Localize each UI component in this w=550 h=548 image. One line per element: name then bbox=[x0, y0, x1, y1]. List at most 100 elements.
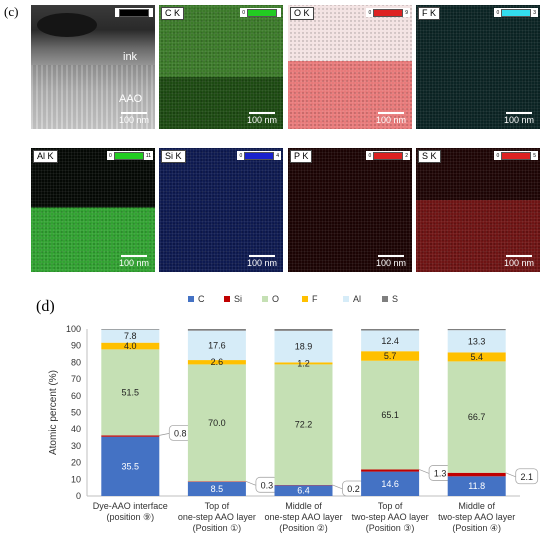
x-category-label: one-step AAO layer bbox=[264, 512, 342, 522]
callout-leader bbox=[332, 484, 343, 490]
scale-bar-text: 100 nm bbox=[375, 115, 406, 125]
scale-bar-text: 100 nm bbox=[118, 115, 149, 125]
bar-segment-al bbox=[101, 329, 160, 343]
element-label: S K bbox=[418, 150, 441, 163]
atomic-percent-chart: C Si O F Al S 0 10 20 30 40 50 60 70 80 90 100 Atomic per… bbox=[48, 294, 539, 533]
scale-max: 3 bbox=[533, 9, 536, 16]
color-scale bbox=[115, 8, 153, 17]
data-label-al: 7.8 bbox=[124, 331, 137, 341]
data-label-c: 8.5 bbox=[211, 484, 224, 494]
bar-segment-c bbox=[274, 485, 333, 496]
data-label-si: 0.2 bbox=[347, 484, 360, 494]
bar-segment-si bbox=[361, 469, 420, 472]
stem-ink-region bbox=[37, 13, 97, 37]
x-category-label: two-step AAO layer bbox=[438, 512, 515, 522]
scale-bar-text: 100 nm bbox=[246, 258, 277, 268]
element-label: F K bbox=[418, 7, 441, 20]
x-category-label: Top of bbox=[205, 501, 230, 511]
bar-segment-s bbox=[101, 329, 160, 330]
map-speckle bbox=[159, 5, 283, 129]
ink-label: ink bbox=[123, 51, 138, 63]
scale-min: 0 bbox=[109, 152, 112, 159]
color-scale: 0 11 bbox=[107, 151, 153, 160]
eds-tile: P K 0 2 100 nm bbox=[288, 148, 412, 272]
x-category-label: Top of bbox=[378, 501, 403, 511]
y-tick-label: 20 bbox=[71, 458, 81, 468]
eds-tile: C K 0 100 nm bbox=[159, 5, 283, 129]
element-label: P K bbox=[290, 150, 313, 163]
element-label: C K bbox=[161, 7, 185, 20]
x-category-label: one-step AAO layer bbox=[178, 512, 256, 522]
y-tick-label: 90 bbox=[71, 341, 81, 351]
y-tick-label: 50 bbox=[71, 408, 81, 418]
bar-segment-o bbox=[447, 361, 506, 473]
aao-label: AAO bbox=[119, 93, 143, 105]
eds-tile: Al K 0 11 100 nm bbox=[31, 148, 155, 272]
data-label-si: 0.8 bbox=[174, 428, 187, 438]
eds-tile: ink AAO 100 nm bbox=[31, 5, 155, 129]
data-label-o: 72.2 bbox=[295, 420, 313, 430]
bar-segment-si bbox=[447, 472, 506, 477]
x-category-label: (position ⑨) bbox=[107, 512, 155, 522]
map-speckle bbox=[416, 148, 540, 272]
data-label-o: 51.5 bbox=[122, 387, 140, 397]
data-label-f: 4.0 bbox=[124, 341, 137, 351]
y-tick-label: 30 bbox=[71, 441, 81, 451]
callout-leader bbox=[245, 480, 257, 486]
scale-bar: 100 nm bbox=[376, 112, 406, 125]
x-category-label: (Position ④) bbox=[452, 523, 501, 533]
legend-label: Si bbox=[234, 294, 242, 304]
legend-swatch bbox=[343, 296, 349, 302]
bar-segment-al bbox=[447, 330, 506, 353]
map-speckle bbox=[159, 148, 283, 272]
y-tick-label: 60 bbox=[71, 391, 81, 401]
color-scale: 0 bbox=[240, 8, 281, 17]
eds-tile: S K 0 5 100 nm bbox=[416, 148, 540, 272]
bar-segment-al bbox=[187, 330, 246, 361]
element-label: O K bbox=[290, 7, 314, 20]
data-label-c: 35.5 bbox=[122, 461, 140, 471]
data-label-si: 1.3 bbox=[434, 468, 447, 478]
data-label-f: 5.7 bbox=[384, 351, 397, 361]
data-label-si: 0.3 bbox=[261, 480, 274, 490]
data-label-al: 12.4 bbox=[381, 336, 399, 346]
scale-min: 0 bbox=[368, 9, 372, 16]
x-category-label: (Position ③) bbox=[366, 523, 415, 533]
scale-max: 2 bbox=[405, 152, 408, 159]
data-label-o: 66.7 bbox=[468, 412, 486, 422]
scale-max: 4 bbox=[276, 152, 279, 159]
x-category-label: Dye-AAO interface bbox=[93, 501, 168, 511]
stem-pore-texture bbox=[31, 65, 155, 129]
legend-swatch bbox=[224, 296, 230, 302]
data-label-al: 13.3 bbox=[468, 336, 486, 346]
legend-label: O bbox=[272, 294, 279, 304]
scale-bar: 100 nm bbox=[247, 112, 277, 125]
scale-bar: 100 nm bbox=[119, 255, 149, 268]
x-category-label: Middle of bbox=[285, 501, 322, 511]
scale-max: 11 bbox=[145, 152, 151, 159]
data-label-f: 5.4 bbox=[470, 352, 483, 362]
data-label-c: 14.6 bbox=[381, 479, 399, 489]
bar-segment-s bbox=[361, 329, 420, 331]
map-speckle bbox=[416, 5, 540, 129]
bar-segment-s bbox=[447, 329, 506, 331]
element-label: Si K bbox=[161, 150, 186, 163]
bar-segment-c bbox=[361, 471, 420, 496]
bar-segment-s bbox=[274, 329, 333, 331]
y-axis-title: Atomic percent (%) bbox=[48, 370, 59, 455]
data-label-al: 17.6 bbox=[208, 340, 226, 350]
x-category-label: two-step AAO layer bbox=[352, 512, 429, 522]
legend-swatch bbox=[188, 296, 194, 302]
data-label-c: 11.8 bbox=[468, 481, 485, 491]
x-category-label: (Position ②) bbox=[279, 523, 328, 533]
data-label-o: 65.1 bbox=[381, 410, 399, 420]
legend-label: Al bbox=[353, 294, 361, 304]
bar-segment-f bbox=[274, 362, 333, 365]
data-label-si: 2.1 bbox=[520, 472, 533, 482]
y-tick-label: 10 bbox=[71, 474, 81, 484]
panel-c-label: (c) bbox=[4, 4, 19, 19]
bar-segment-f bbox=[361, 351, 420, 361]
